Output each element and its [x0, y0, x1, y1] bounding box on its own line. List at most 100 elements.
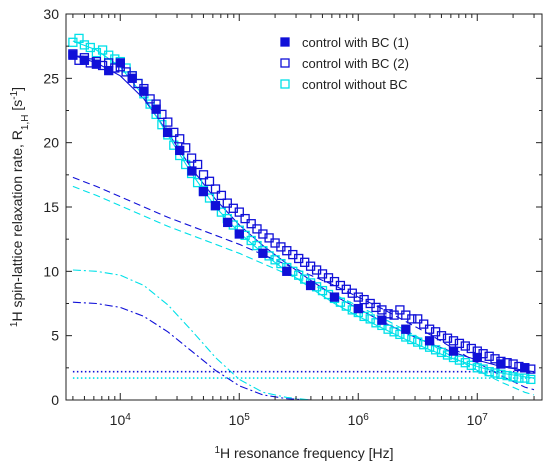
y-tick-label-2: 10: [43, 263, 59, 279]
x-axis-title-main: H resonance frequency [Hz]: [220, 445, 394, 461]
data-point: [162, 127, 173, 138]
data-point: [246, 235, 256, 246]
data-point: [436, 347, 447, 358]
data-point: [496, 359, 506, 369]
data-point: [133, 78, 143, 89]
data-point: [484, 351, 494, 361]
data-point: [240, 213, 250, 224]
x-tick-exp: 5: [244, 412, 250, 423]
y-tick-label-1: 5: [51, 328, 59, 344]
data-point: [163, 117, 173, 127]
data-point: [246, 219, 256, 229]
data-point: [192, 159, 203, 170]
data-point: [187, 166, 197, 176]
data-point: [198, 186, 209, 197]
data-point: [407, 314, 417, 324]
data-point: [139, 86, 149, 96]
data-point: [508, 372, 518, 382]
data-point: [198, 170, 209, 180]
y-tick-label-4: 20: [43, 135, 59, 151]
data-point: [104, 65, 114, 76]
data-point: [389, 327, 399, 337]
x-tick-exp: 7: [482, 412, 488, 423]
legend-item-2: control without BC: [280, 77, 408, 92]
fit-curve-dashed-3: [72, 185, 535, 396]
data-point: [216, 190, 227, 201]
data-point: [175, 145, 185, 156]
y-axis: 0 5 10 15 20 25 30: [43, 6, 542, 408]
data-point: [234, 207, 244, 217]
data-point: [91, 59, 102, 69]
data-point: [216, 207, 227, 217]
data-point: [490, 354, 500, 364]
data-point: [430, 345, 441, 355]
x-tick-label-2: 106: [348, 412, 370, 429]
data-point: [472, 352, 482, 363]
series-0: [68, 50, 530, 373]
plot-area: [68, 33, 536, 400]
data-point: [169, 140, 179, 150]
data-point: [353, 303, 363, 314]
data-point: [157, 120, 167, 130]
data-point: [454, 355, 465, 365]
fit-curve-solid-0: [72, 54, 535, 373]
y-axis-title-pre: 1: [9, 321, 20, 327]
data-point: [472, 363, 482, 373]
data-point: [181, 159, 191, 170]
data-point: [478, 364, 488, 374]
data-point: [460, 341, 470, 351]
data-point: [377, 315, 387, 325]
legend-label-2: control without BC: [302, 77, 408, 92]
x-tick-exp: 4: [125, 412, 131, 423]
data-point: [79, 40, 90, 50]
y-tick-label-0: 0: [51, 392, 59, 408]
data-point: [371, 302, 381, 313]
data-point: [484, 367, 494, 377]
data-point: [210, 184, 221, 194]
y-axis-title-main: H spin-lattice relaxation rate, R: [9, 130, 25, 321]
data-point: [442, 333, 453, 343]
data-point: [222, 198, 232, 208]
data-point: [413, 337, 423, 347]
data-point: [496, 369, 506, 379]
data-point: [68, 50, 78, 60]
y-axis-title: 1H spin-lattice relaxation rate, R1,H [s…: [9, 87, 31, 327]
data-point: [454, 338, 465, 349]
legend-item-1: control with BC (2): [280, 56, 409, 71]
data-point: [127, 73, 137, 83]
legend: control with BC (1) control with BC (2) …: [280, 35, 409, 92]
legend-marker-1: [280, 58, 290, 68]
legend-label-1: control with BC (2): [302, 56, 409, 71]
data-point: [115, 58, 125, 68]
data-point: [74, 33, 84, 44]
y-axis-title-sup: -1: [9, 90, 20, 99]
data-point: [186, 153, 197, 163]
y-axis-title-end: ]: [9, 87, 25, 91]
x-axis-title: 1H resonance frequency [Hz]: [214, 445, 393, 462]
y-axis-title-sub: 1,H: [20, 115, 31, 131]
data-point: [264, 233, 274, 243]
data-point: [252, 240, 262, 251]
x-tick-base: 10: [467, 412, 483, 428]
legend-label-0: control with BC (1): [302, 35, 409, 50]
data-point: [448, 346, 459, 356]
x-tick-base: 10: [229, 412, 245, 428]
data-point: [204, 176, 215, 186]
data-point: [383, 309, 393, 319]
data-point: [204, 193, 215, 203]
data-point: [413, 314, 423, 324]
data-point: [353, 292, 363, 302]
x-tick-exp: 6: [363, 412, 369, 423]
data-point: [97, 45, 108, 55]
data-point: [448, 336, 459, 346]
data-point: [466, 360, 476, 370]
x-axis: 104 105 106 107: [72, 14, 535, 429]
y-axis-title-post: [s: [9, 100, 25, 115]
data-point: [145, 94, 155, 104]
y-tick-label-3: 15: [43, 199, 59, 215]
data-point: [329, 292, 340, 302]
data-point: [401, 324, 411, 334]
data-point: [175, 134, 185, 144]
data-point: [526, 374, 536, 385]
